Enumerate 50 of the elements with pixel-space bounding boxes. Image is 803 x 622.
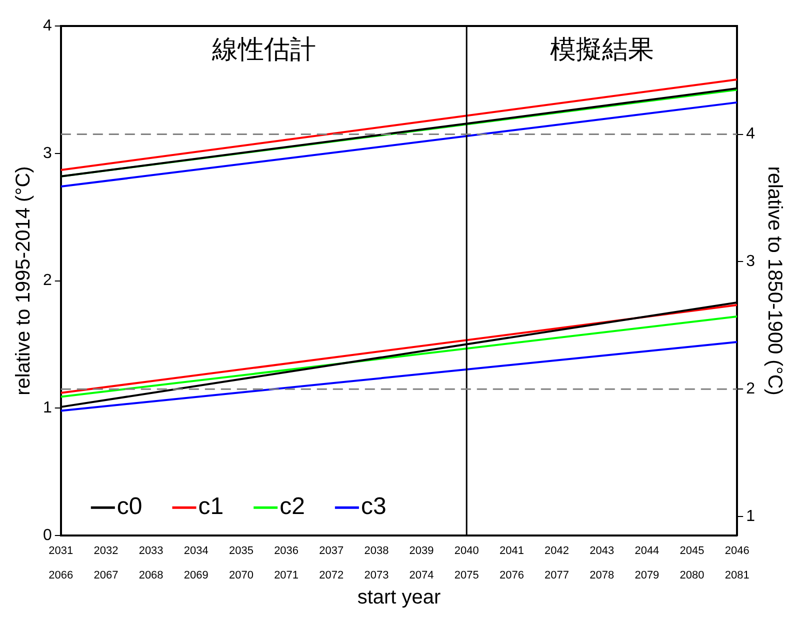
annotation: 線性估計 <box>210 34 316 64</box>
x-tick-label: 2035 <box>228 545 254 558</box>
x-tick-label: 2038 <box>364 545 389 558</box>
x2-tick-label: 2075 <box>454 569 479 582</box>
x-tick-label: 2041 <box>499 545 524 558</box>
x2-tick-label: 2070 <box>228 569 254 582</box>
x2-tick-label: 2074 <box>409 569 434 582</box>
y2-tick-label: 3 <box>746 253 756 270</box>
y-tick-label: 0 <box>42 527 52 544</box>
x2-tick-label: 2081 <box>724 569 750 582</box>
x-tick-label: 2044 <box>634 545 660 558</box>
x-tick-label: 2046 <box>724 545 750 558</box>
y2-tick-label: 1 <box>746 508 756 525</box>
x2-tick-label: 2078 <box>590 569 614 582</box>
x2-tick-label: 2066 <box>48 569 74 582</box>
x2-tick-label: 2072 <box>319 569 344 582</box>
x2-tick-label: 2079 <box>634 569 660 582</box>
x2-tick-label: 2077 <box>544 569 570 582</box>
x-tick-label: 2032 <box>94 545 118 558</box>
x-tick-label: 2043 <box>590 545 614 558</box>
y-tick-label: 1 <box>42 400 52 417</box>
y-tick-label: 2 <box>42 272 52 290</box>
x-tick-label: 2034 <box>184 545 208 558</box>
x-tick-label: 2031 <box>48 545 74 558</box>
legend-label: c2 <box>280 493 305 520</box>
x2-tick-label: 2069 <box>184 569 208 582</box>
x2-tick-label: 2076 <box>499 569 524 582</box>
x-tick-label: 2039 <box>409 545 434 558</box>
x2-tick-label: 2067 <box>94 569 118 582</box>
legend-label: c1 <box>198 493 224 520</box>
x2-tick-label: 2080 <box>680 569 704 582</box>
x-tick-label: 2042 <box>544 545 570 558</box>
x-tick-label: 2036 <box>274 545 299 558</box>
x-tick-label: 2045 <box>680 545 704 558</box>
legend-label: c3 <box>360 493 386 520</box>
y-tick-label: 4 <box>42 17 52 34</box>
y2-tick-label: 4 <box>746 126 756 143</box>
y-axis-title: relative to 1995-2014 (°C) <box>12 166 35 396</box>
y-tick-label: 3 <box>42 144 52 162</box>
x-axis-title: start year <box>357 586 442 609</box>
x2-tick-label: 2068 <box>138 569 164 582</box>
y2-tick-label: 2 <box>746 380 756 398</box>
x-tick-label: 2040 <box>454 545 479 558</box>
x2-tick-label: 2071 <box>274 569 299 582</box>
x2-tick-label: 2073 <box>364 569 389 582</box>
x-tick-label: 2033 <box>138 545 164 558</box>
legend-label: c0 <box>116 493 142 520</box>
annotation: 模擬結果 <box>550 34 654 64</box>
y2-axis-title: relative to 1850-1900 (°C) <box>763 166 786 396</box>
x-tick-label: 2037 <box>319 545 344 558</box>
